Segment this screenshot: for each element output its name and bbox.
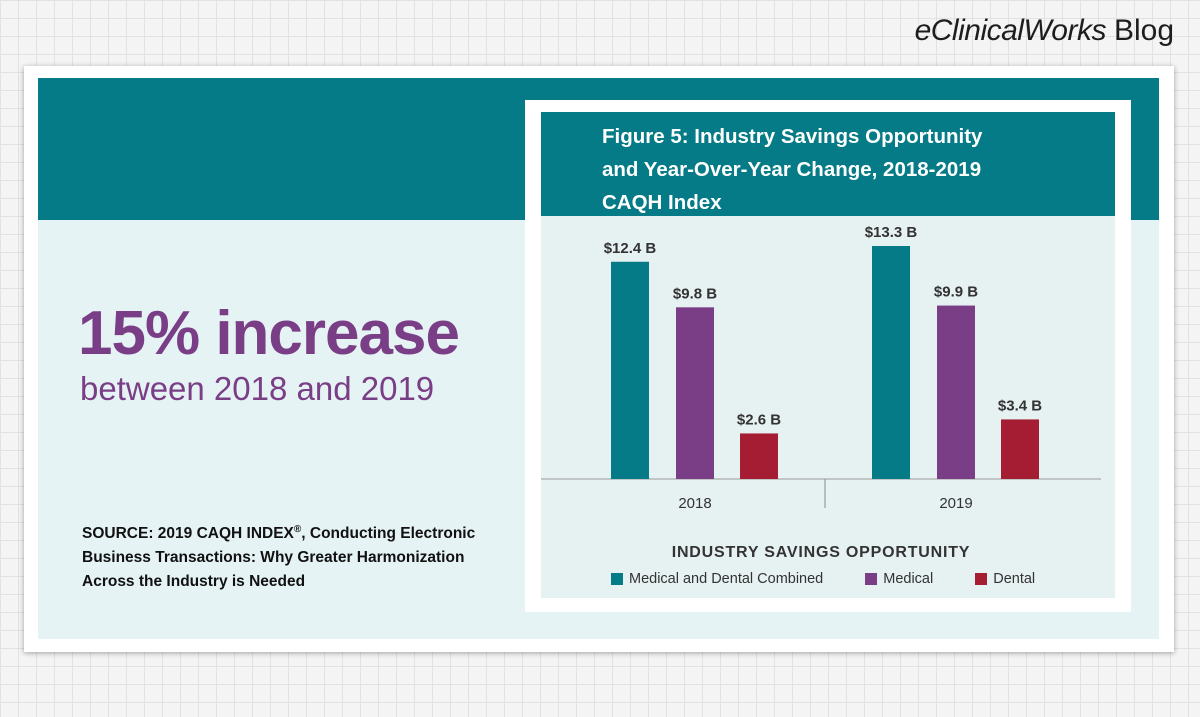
bar-2018-s0 — [611, 261, 649, 479]
chart-title-line-3: CAQH Index — [602, 191, 722, 214]
data-label-2018-s2: $2.6 B — [737, 411, 781, 428]
data-label-2019-s0: $13.3 B — [865, 224, 918, 241]
source-rest: , Conducting Electronic Business Transac… — [82, 525, 476, 591]
legend-item-dental: Dental — [975, 571, 1035, 587]
brand-name: eClinicalWorks — [914, 14, 1107, 47]
legend-label-combined: Medical and Dental Combined — [629, 571, 824, 587]
x-tick-label-2018: 2018 — [678, 495, 711, 512]
x-tick-label-2019: 2019 — [939, 495, 972, 512]
legend-label-dental: Dental — [993, 571, 1036, 587]
bar-2019-s1 — [937, 305, 975, 479]
data-label-2018-s1: $9.8 B — [673, 285, 717, 302]
data-label-2019-s1: $9.9 B — [934, 284, 978, 301]
plot-area: $12.4 B $9.8 B $2.6 B 2018 $13.3 B $9.9 B $3.4… — [541, 216, 1115, 598]
chart-title-line-1: Figure 5: Industry Savings Opportunity — [602, 125, 983, 148]
bar-2019-s2 — [1001, 419, 1039, 479]
chart-title: Figure 5: Industry Savings Opportunity a… — [602, 120, 1072, 219]
infographic-panel: 15% increase between 2018 and 2019 SOURC… — [38, 78, 1159, 639]
legend-label-medical: Medical — [883, 571, 934, 587]
data-label-2019-s2: $3.4 B — [998, 397, 1042, 414]
headline-subtext: between 2018 and 2019 — [80, 370, 435, 407]
legend-swatch-combined — [611, 573, 623, 585]
legend-item-combined: Medical and Dental Combined — [611, 571, 823, 587]
figure-header: Figure 5: Industry Savings Opportunity a… — [541, 112, 1115, 216]
bar-2018-s1 — [676, 307, 714, 479]
source-prefix: SOURCE: 2019 CAQH INDEX — [82, 525, 294, 543]
registered-mark: ® — [293, 524, 302, 535]
bar-2018-s2 — [740, 433, 778, 479]
chart-title-line-2: and Year-Over-Year Change, 2018-2019 — [602, 158, 982, 181]
bar-2019-s0 — [872, 246, 910, 479]
legend-swatch-dental — [975, 573, 988, 585]
legend-item-medical: Medical — [865, 571, 933, 587]
chart-legend: Medical and Dental Combined Medical Dent… — [611, 569, 1035, 589]
bar-chart: $12.4 B $9.8 B $2.6 B 2018 $13.3 B $9.9 B $3.4… — [541, 224, 1101, 512]
brand-suffix: Blog — [1113, 14, 1174, 47]
data-label-2018-s0: $12.4 B — [604, 240, 657, 257]
legend-swatch-medical — [865, 573, 878, 585]
x-axis-title: INDUSTRY SAVINGS OPPORTUNITY — [671, 544, 971, 561]
headline-stat: 15% increase — [78, 299, 460, 368]
blog-brand[interactable]: eClinicalWorks Blog — [915, 14, 1174, 48]
source-citation: SOURCE: 2019 CAQH INDEX®, Conducting Ele… — [82, 518, 502, 594]
infographic-card: 15% increase between 2018 and 2019 SOURC… — [24, 66, 1174, 652]
figure-5: Figure 5: Industry Savings Opportunity a… — [525, 100, 1131, 612]
